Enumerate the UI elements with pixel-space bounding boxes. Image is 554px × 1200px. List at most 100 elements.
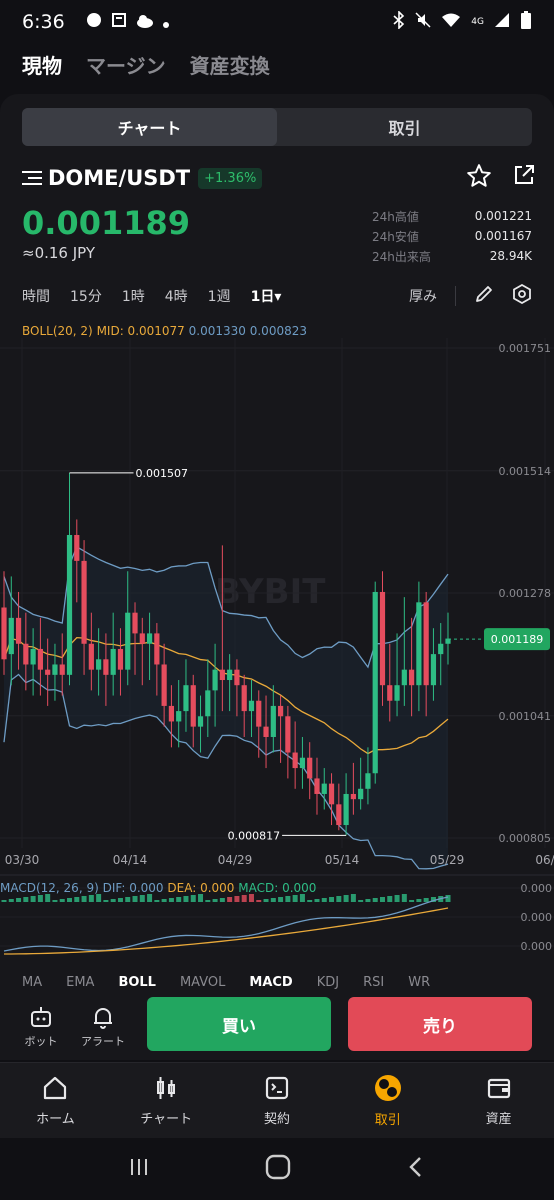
macd-legend: MACD(12, 26, 9) DIF: 0.000 DEA: 0.000 MA… [0,881,316,895]
macd-dea: DEA: 0.000 [167,881,235,895]
macd-histogram-bar [147,894,153,902]
interval-1w[interactable]: 1週 [207,289,231,305]
nav-assets[interactable]: 資産 [443,1063,554,1138]
mute-icon [415,12,431,32]
macd-histogram-bar [154,900,160,902]
macd-histogram-bar [103,900,109,902]
buy-button[interactable]: 買い [147,997,331,1051]
macd-histogram-bar [74,897,80,902]
indicator-tab[interactable]: MA [22,975,43,989]
indicator-tab[interactable]: BOLL [118,975,156,989]
macd-histogram-bar [248,894,254,902]
macd-histogram-bar [358,900,364,902]
bluetooth-icon [393,10,405,33]
macd-histogram-bar [183,896,189,902]
tab-convert[interactable]: 資産変換 [189,54,270,78]
settings-icon[interactable] [512,283,532,308]
tab-margin[interactable]: マージン [86,54,166,78]
candle-body [146,633,153,644]
indicator-tab[interactable]: RSI [363,975,385,989]
boll-up: 0.001330 [188,324,246,338]
nav-trade[interactable]: 取引 [332,1063,443,1138]
home-button-icon[interactable] [265,1154,291,1184]
nav-home[interactable]: ホーム [0,1063,111,1138]
candle-body [292,752,298,769]
candle-body [372,591,378,774]
contract-icon [265,1076,289,1100]
candle-body [176,711,182,722]
segment-chart[interactable]: チャート [22,108,277,146]
recents-icon[interactable] [127,1155,151,1183]
macd-histogram-bar [81,896,87,902]
back-icon[interactable] [405,1155,427,1183]
x-tick-label: 05/29 [430,853,465,867]
nav-label: 契約 [263,1112,290,1127]
interval-4h[interactable]: 4時 [164,289,188,305]
candle-body [219,669,225,681]
pair-header: DOME/USDT +1.36% [22,162,536,194]
change-badge: +1.36% [198,167,263,189]
share-icon[interactable] [512,163,536,193]
tab-spot[interactable]: 現物 [22,54,62,78]
signal-icon [494,12,510,32]
nav-label: ホーム [36,1112,75,1127]
candle-body [1,607,7,660]
macd-histogram-bar [387,896,393,902]
candle-body [299,757,306,769]
chart-trade-toggle: チャート 取引 [22,108,532,146]
macd-histogram-bar [88,895,94,902]
sell-button[interactable]: 売り [348,997,532,1051]
indicator-tab[interactable]: MAVOL [179,975,226,989]
macd-histogram-bar [30,896,36,902]
nav-chart[interactable]: チャート [111,1063,222,1138]
interval-1d[interactable]: 1日▾ [250,289,282,305]
macd-histogram-bar [263,899,269,902]
indicator-tab[interactable]: MACD [249,975,293,989]
candlestick-chart[interactable]: BYBIT 0.001507 0.000817 0.001189 0.001751 0… [0,318,554,982]
chart-area[interactable]: BYBIT 0.001507 0.000817 0.001189 0.001751 0… [0,318,554,982]
last-price-tag [484,628,550,651]
candle-body [401,669,407,686]
x-tick-label: 04/14 [113,853,148,867]
candle-body [139,633,145,644]
segment-trade[interactable]: 取引 [388,119,421,138]
macd-histogram-bar [299,894,305,902]
macd-histogram-bar [16,898,22,902]
y-tick-label: 0.001514 [499,465,552,478]
interval-15m[interactable]: 15分 [70,289,102,305]
macd-histogram-bar [52,900,58,902]
alert-button[interactable]: アラート [78,1004,128,1049]
interval-1h[interactable]: 1時 [121,289,145,305]
star-icon[interactable] [466,163,492,193]
macd-dif: DIF: 0.000 [102,881,164,895]
indicator-tab[interactable]: WR [408,975,431,989]
robot-icon [31,1007,51,1027]
depth-button[interactable]: 厚み [409,289,437,305]
pencil-icon[interactable] [474,284,494,308]
x-tick-label: 05/14 [325,853,360,867]
macd-histogram-bar [270,898,276,902]
macd-histogram-bar [23,897,29,902]
bot-button[interactable]: ボット [16,1004,66,1049]
boll-name: BOLL(20, 2) [22,324,93,338]
boll-mid: MID: 0.001077 [96,324,185,338]
candle-body [241,685,247,712]
macd-histogram-bar [285,896,291,902]
macd-histogram-bar [350,894,356,902]
macd-histogram-bar [292,895,298,902]
indicator-tab[interactable]: KDJ [316,975,340,989]
interval-time[interactable]: 時間 [22,289,50,305]
candle-body [66,534,73,675]
nav-contract[interactable]: 契約 [222,1063,333,1138]
high-marker-label: 0.001507 [136,467,189,480]
candle-body [197,716,204,727]
pair-menu-icon[interactable] [22,170,42,186]
macd-histogram-bar [394,895,400,902]
x-tick-label: 06/ [535,853,554,867]
candle-body [23,643,29,665]
indicator-tab[interactable]: EMA [66,975,95,989]
boll-dn: 0.000823 [249,324,307,338]
candle-body [336,804,342,826]
nav-label: 取引 [374,1113,401,1128]
pair-symbol[interactable]: DOME/USDT [48,166,191,190]
